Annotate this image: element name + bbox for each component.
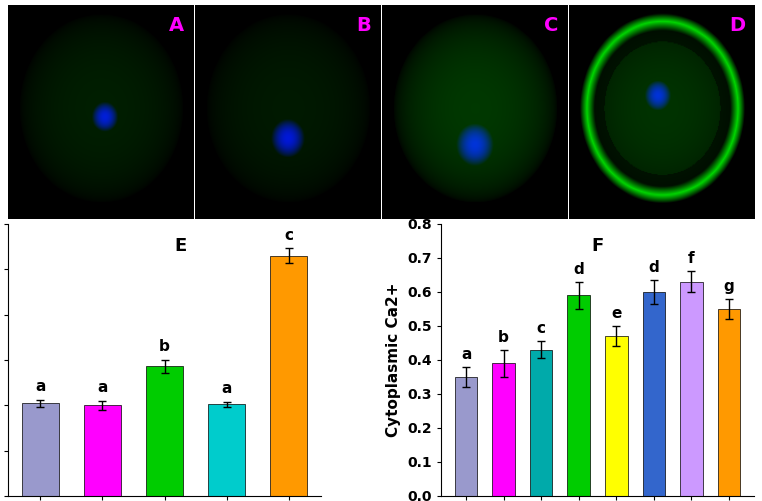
Text: a: a <box>461 347 472 362</box>
Bar <box>530 350 552 496</box>
Text: B: B <box>356 16 371 35</box>
Bar <box>680 282 703 496</box>
Bar <box>492 363 515 496</box>
Text: d: d <box>573 262 584 277</box>
Text: C: C <box>543 16 558 35</box>
Text: D: D <box>729 16 745 35</box>
Bar <box>270 256 307 496</box>
Text: a: a <box>35 379 46 394</box>
Text: b: b <box>498 330 509 345</box>
Text: E: E <box>174 237 187 256</box>
Text: c: c <box>536 321 546 336</box>
Text: F: F <box>591 237 604 256</box>
Bar <box>718 309 740 496</box>
Bar <box>605 336 628 496</box>
Y-axis label: Cytoplasmic Ca2+: Cytoplasmic Ca2+ <box>386 283 402 437</box>
Bar <box>642 292 665 496</box>
Text: d: d <box>648 260 659 275</box>
Text: g: g <box>723 279 735 294</box>
Text: a: a <box>221 381 232 396</box>
Bar <box>455 377 478 496</box>
Bar <box>22 403 59 496</box>
Bar <box>146 366 183 496</box>
Text: e: e <box>611 306 622 321</box>
Text: f: f <box>688 252 695 267</box>
Text: b: b <box>159 340 170 354</box>
Bar <box>568 295 590 496</box>
Bar <box>84 405 121 496</box>
Bar <box>208 404 245 496</box>
Text: a: a <box>98 380 107 395</box>
Text: A: A <box>168 16 184 35</box>
Text: c: c <box>284 228 293 243</box>
